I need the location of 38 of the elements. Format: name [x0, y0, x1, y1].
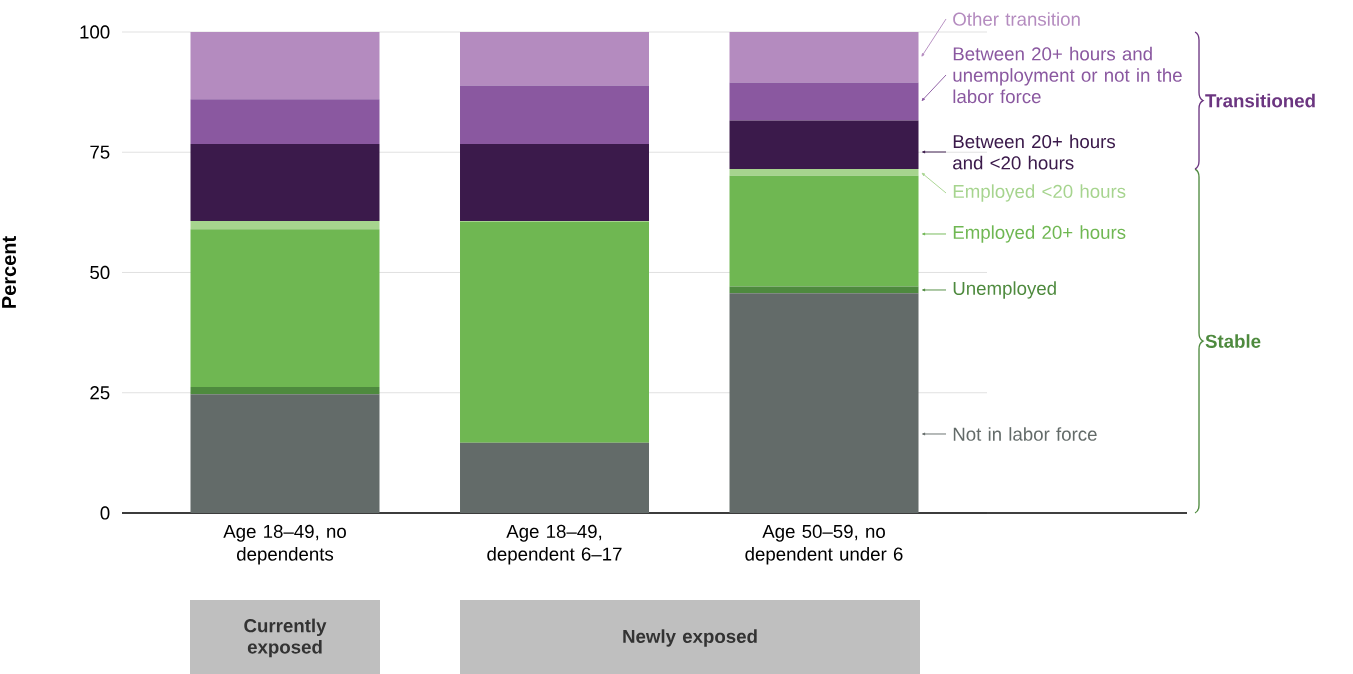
bar [729, 82, 919, 121]
text: Transitioned [1205, 93, 1315, 108]
bar [460, 442, 650, 513]
bar [190, 99, 380, 145]
legend-label: Employed 20+ hours [953, 225, 1126, 243]
bar [729, 120, 919, 170]
text: Newly exposed [623, 629, 757, 647]
legend-label: Unemployed [953, 281, 1056, 299]
y-tick-label: 75 [90, 145, 110, 159]
text: Stable [1205, 334, 1261, 348]
bar [460, 85, 650, 145]
bar [190, 394, 380, 513]
bar [460, 144, 650, 222]
legend-label: Between 20+ hours and <20 hours [953, 134, 1116, 170]
x-tick-label: Age 18–49, dependent 6–17 [487, 524, 622, 565]
bar [190, 221, 380, 230]
bar [729, 293, 919, 513]
bar [729, 31, 919, 83]
legend-label: Between 20+ hours and unemployment or not in the labor force [953, 46, 1182, 104]
y-axis-title: Percent [2, 236, 17, 308]
y-tick-label: 0 [100, 506, 110, 520]
bar [190, 386, 380, 395]
y-tick-label: 25 [90, 386, 110, 400]
y-tick-label: 50 [90, 265, 110, 280]
series-label: Other transition [953, 12, 1080, 26]
legend-label: Employed <20 hours [953, 184, 1126, 202]
bar [460, 221, 650, 443]
bar [190, 229, 380, 387]
y-tick-label: 100 [80, 25, 110, 39]
bar [460, 31, 650, 86]
legend-label: Not in labor force [953, 427, 1097, 441]
bar [190, 31, 380, 100]
x-tick-label: Age 18–49, no dependents [223, 524, 346, 565]
bar [729, 175, 919, 287]
text: Currently exposed [244, 618, 327, 658]
x-tick-label: Age 50–59, no dependent under 6 [745, 524, 903, 565]
bar [729, 286, 919, 294]
bar [190, 144, 380, 222]
